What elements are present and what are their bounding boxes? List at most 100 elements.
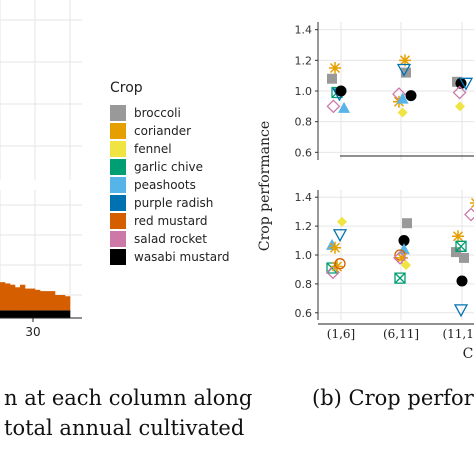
legend-label: garlic chive bbox=[134, 160, 204, 174]
bar-segment bbox=[45, 291, 51, 311]
legend-swatch bbox=[110, 213, 126, 229]
point-garlic-chive bbox=[394, 272, 406, 284]
legend-label: coriander bbox=[134, 124, 192, 138]
point-broccoli bbox=[451, 247, 461, 258]
legend-item: red mustard bbox=[110, 212, 229, 230]
legend-swatch bbox=[110, 123, 126, 139]
y-tick-label: 1.0 bbox=[295, 249, 313, 262]
bar-segment bbox=[65, 310, 71, 318]
stacked-bar-panel bbox=[0, 190, 82, 322]
legend-label: red mustard bbox=[134, 214, 208, 228]
bar-segment bbox=[40, 310, 46, 318]
point-fennel bbox=[401, 260, 411, 271]
point-peashoots bbox=[398, 243, 410, 255]
bar-segment bbox=[60, 310, 66, 318]
legend-item: fennel bbox=[110, 140, 229, 158]
bar-segment bbox=[10, 310, 16, 318]
point-purple-radish bbox=[458, 77, 474, 91]
y-tick-label: 0.8 bbox=[295, 278, 313, 291]
bar-segment bbox=[5, 283, 11, 311]
right-caption: (b) Crop perform bbox=[312, 386, 474, 410]
scatter-panel-bottom: 0.6 0.8 1.0 1.2 1.4 bbox=[295, 190, 474, 325]
x-tick-label: 30 bbox=[25, 325, 40, 339]
bar-segment bbox=[10, 284, 16, 311]
point-red-mustard bbox=[334, 258, 346, 270]
legend-item: garlic chive bbox=[110, 158, 229, 176]
legend-item: peashoots bbox=[110, 176, 229, 194]
legend-label: peashoots bbox=[134, 178, 196, 192]
point-broccoli bbox=[459, 252, 469, 263]
bar-segment bbox=[45, 310, 51, 318]
bar-segment bbox=[55, 294, 61, 311]
x-cat-label-2: (11,16 bbox=[442, 327, 474, 341]
bar-segment bbox=[60, 294, 66, 311]
point-wasabi-mustard bbox=[335, 85, 347, 97]
y-tick-label: 0.6 bbox=[295, 307, 313, 320]
bar-segment bbox=[30, 288, 36, 311]
point-coriander bbox=[452, 230, 464, 243]
point-garlic-chive bbox=[455, 240, 467, 252]
point-purple-radish bbox=[332, 229, 348, 243]
legend-swatch bbox=[110, 249, 126, 265]
bar-segment bbox=[50, 291, 56, 311]
scatter-panel-top: 0.6 0.8 1.0 1.2 1.4 bbox=[295, 22, 474, 160]
point-peashoots bbox=[396, 92, 409, 104]
point-fennel bbox=[337, 216, 347, 227]
legend-item: wasabi mustard bbox=[110, 248, 229, 266]
legend-label: salad rocket bbox=[134, 232, 207, 246]
point-coriander bbox=[399, 54, 411, 67]
y-tick-label: 1.4 bbox=[295, 24, 313, 37]
bar-segment bbox=[55, 310, 61, 318]
bar-segment bbox=[65, 296, 71, 311]
y-tick-label: 1.0 bbox=[295, 85, 313, 98]
point-coriander bbox=[329, 241, 341, 254]
point-broccoli bbox=[402, 218, 412, 229]
bar-segment bbox=[0, 310, 6, 318]
legend-item: purple radish bbox=[110, 194, 229, 212]
point-coriander bbox=[470, 197, 474, 209]
legend-item: broccoli bbox=[110, 104, 229, 122]
bar-segment bbox=[40, 291, 46, 311]
bar-segment bbox=[35, 310, 41, 318]
point-coriander bbox=[331, 260, 343, 273]
point-salad-rocket bbox=[393, 250, 407, 265]
bar-segment bbox=[15, 310, 21, 318]
legend-swatch bbox=[110, 105, 126, 121]
point-salad-rocket bbox=[464, 207, 474, 222]
y-tick-label: 1.2 bbox=[295, 220, 313, 233]
legend-label: broccoli bbox=[134, 106, 181, 120]
left-caption-line-2: total annual cultivated bbox=[4, 416, 245, 440]
legend-label: fennel bbox=[134, 142, 172, 156]
legend-swatch bbox=[110, 231, 126, 247]
bar-segment bbox=[20, 284, 26, 311]
legend-swatch bbox=[110, 141, 126, 157]
left-caption-line-1: n at each column along bbox=[4, 386, 253, 410]
legend-items: broccoli coriander fennel garlic chive peash… bbox=[110, 104, 229, 266]
point-purple-radish bbox=[396, 63, 412, 77]
bar-segment bbox=[35, 289, 41, 311]
point-fennel bbox=[397, 107, 408, 118]
legend-label: wasabi mustard bbox=[134, 250, 230, 264]
legend-swatch bbox=[110, 177, 126, 193]
point-wasabi-mustard bbox=[456, 275, 468, 287]
legend-item: salad rocket bbox=[110, 230, 229, 248]
y-tick-label: 1.2 bbox=[295, 54, 313, 67]
point-fennel bbox=[455, 101, 465, 112]
y-tick-label: 0.8 bbox=[295, 116, 313, 129]
point-wasabi-mustard bbox=[398, 235, 410, 247]
bar-segment bbox=[25, 288, 31, 311]
legend: Crop broccoli coriander fennel garlic chive… bbox=[110, 80, 229, 266]
bar-segment bbox=[20, 310, 26, 318]
point-purple-radish bbox=[453, 304, 469, 318]
bar-segment bbox=[15, 287, 21, 311]
legend-item: coriander bbox=[110, 122, 229, 140]
legend-label: purple radish bbox=[134, 196, 214, 210]
y-axis-label: Crop performance bbox=[257, 121, 273, 251]
x-axis-label: C bbox=[463, 346, 474, 362]
bar-segment bbox=[5, 310, 11, 318]
point-wasabi-mustard bbox=[405, 90, 417, 102]
left-top-panel bbox=[0, 0, 82, 180]
bar-segment bbox=[0, 282, 6, 311]
point-coriander bbox=[329, 62, 341, 74]
point-peashoots bbox=[338, 101, 350, 113]
